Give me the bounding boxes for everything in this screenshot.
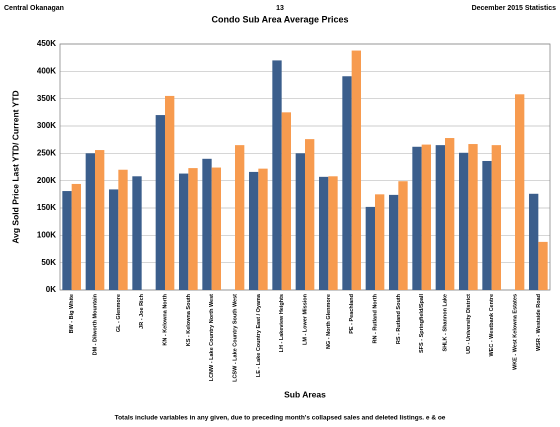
x-tick-label: SHLK - Shannon Lake <box>442 294 448 351</box>
x-tick-label: KS - Kelowna South <box>186 293 192 346</box>
x-tick-label: LCNW - Lake Country North West <box>209 294 215 381</box>
bar <box>132 176 142 290</box>
header-right: December 2015 Statistics <box>472 5 557 12</box>
y-tick-label: 450K <box>37 39 56 48</box>
bar <box>95 150 105 290</box>
y-tick-label: 100K <box>37 230 56 239</box>
y-tick-label: 0K <box>46 285 56 294</box>
bar <box>118 169 128 290</box>
bar <box>305 139 315 290</box>
x-tick-label: GL - Glenmore <box>116 294 122 332</box>
bar <box>85 153 95 290</box>
x-tick-label: RS - Rutland South <box>396 293 402 344</box>
bar <box>328 176 338 290</box>
x-tick-label: WEC - Westbank Centre <box>489 294 495 357</box>
x-tick-label: DM - Dilworth Mountain <box>92 293 98 355</box>
bar <box>375 194 385 290</box>
bar <box>258 168 268 290</box>
x-tick-label: WKE - West Kelowna Estates <box>512 294 518 370</box>
y-tick-label: 50K <box>41 258 56 267</box>
x-tick-label: LH - Lakeview Heights <box>279 294 285 352</box>
x-tick-label: RN - Rutland North <box>372 293 378 343</box>
y-axis-label: Avg Sold Price Last YTD/ Current YTD <box>10 90 20 243</box>
x-tick-label: PE - Peachland <box>349 294 355 334</box>
bar <box>351 50 361 291</box>
bar <box>235 145 245 290</box>
bar <box>202 158 212 290</box>
bar <box>389 194 399 290</box>
bar <box>272 60 282 291</box>
bar <box>529 193 539 290</box>
bar <box>412 146 422 290</box>
bar <box>445 138 455 290</box>
y-tick-label: 200K <box>37 176 56 185</box>
bar <box>468 144 478 290</box>
x-tick-label: KN - Kelowna North <box>162 293 168 345</box>
x-axis-label: Sub Areas <box>284 389 326 399</box>
y-tick-label: 300K <box>37 121 56 130</box>
y-tick-label: 350K <box>37 94 56 103</box>
bar <box>398 181 408 290</box>
bar <box>155 115 165 290</box>
bar <box>459 152 469 290</box>
bar <box>421 144 431 290</box>
y-tick-label: 400K <box>37 66 56 75</box>
x-tick-label: BW - Big White <box>69 294 75 333</box>
bar <box>62 191 72 290</box>
bar <box>435 145 445 290</box>
chart-title: Condo Sub Area Average Prices <box>211 14 348 24</box>
bar <box>365 206 375 290</box>
bar <box>71 183 81 290</box>
bar <box>211 167 221 290</box>
x-tick-label: LE - Lake Country East / Oyama <box>256 293 262 377</box>
x-tick-label: SFS - Springfield/Spall <box>419 294 425 353</box>
header-left: Central Okanagan <box>4 5 64 12</box>
bar <box>188 168 198 290</box>
bar <box>491 145 501 290</box>
bar <box>249 171 259 290</box>
x-tick-label: UD - University District <box>466 294 472 354</box>
bar <box>482 160 492 290</box>
x-tick-label: LM - Lower Mission <box>302 293 308 345</box>
bar <box>179 173 189 290</box>
bar <box>342 76 352 291</box>
bar <box>538 241 548 290</box>
bar <box>295 153 305 290</box>
bar <box>165 95 175 290</box>
bar <box>281 112 291 290</box>
header-center: 13 <box>276 5 284 12</box>
bar <box>515 94 525 290</box>
x-tick-label: JR - Joe Rich <box>139 293 145 328</box>
x-tick-label: NG - North Glenmore <box>326 294 332 349</box>
x-tick-label: LCSW - Lake Country South West <box>232 294 238 382</box>
bar <box>319 176 329 290</box>
y-tick-label: 250K <box>37 148 56 157</box>
bar <box>109 189 119 290</box>
x-tick-label: WSR - Westside Road <box>536 294 542 351</box>
y-tick-label: 150K <box>37 203 56 212</box>
footer: Totals include variables in any given, d… <box>115 415 446 422</box>
